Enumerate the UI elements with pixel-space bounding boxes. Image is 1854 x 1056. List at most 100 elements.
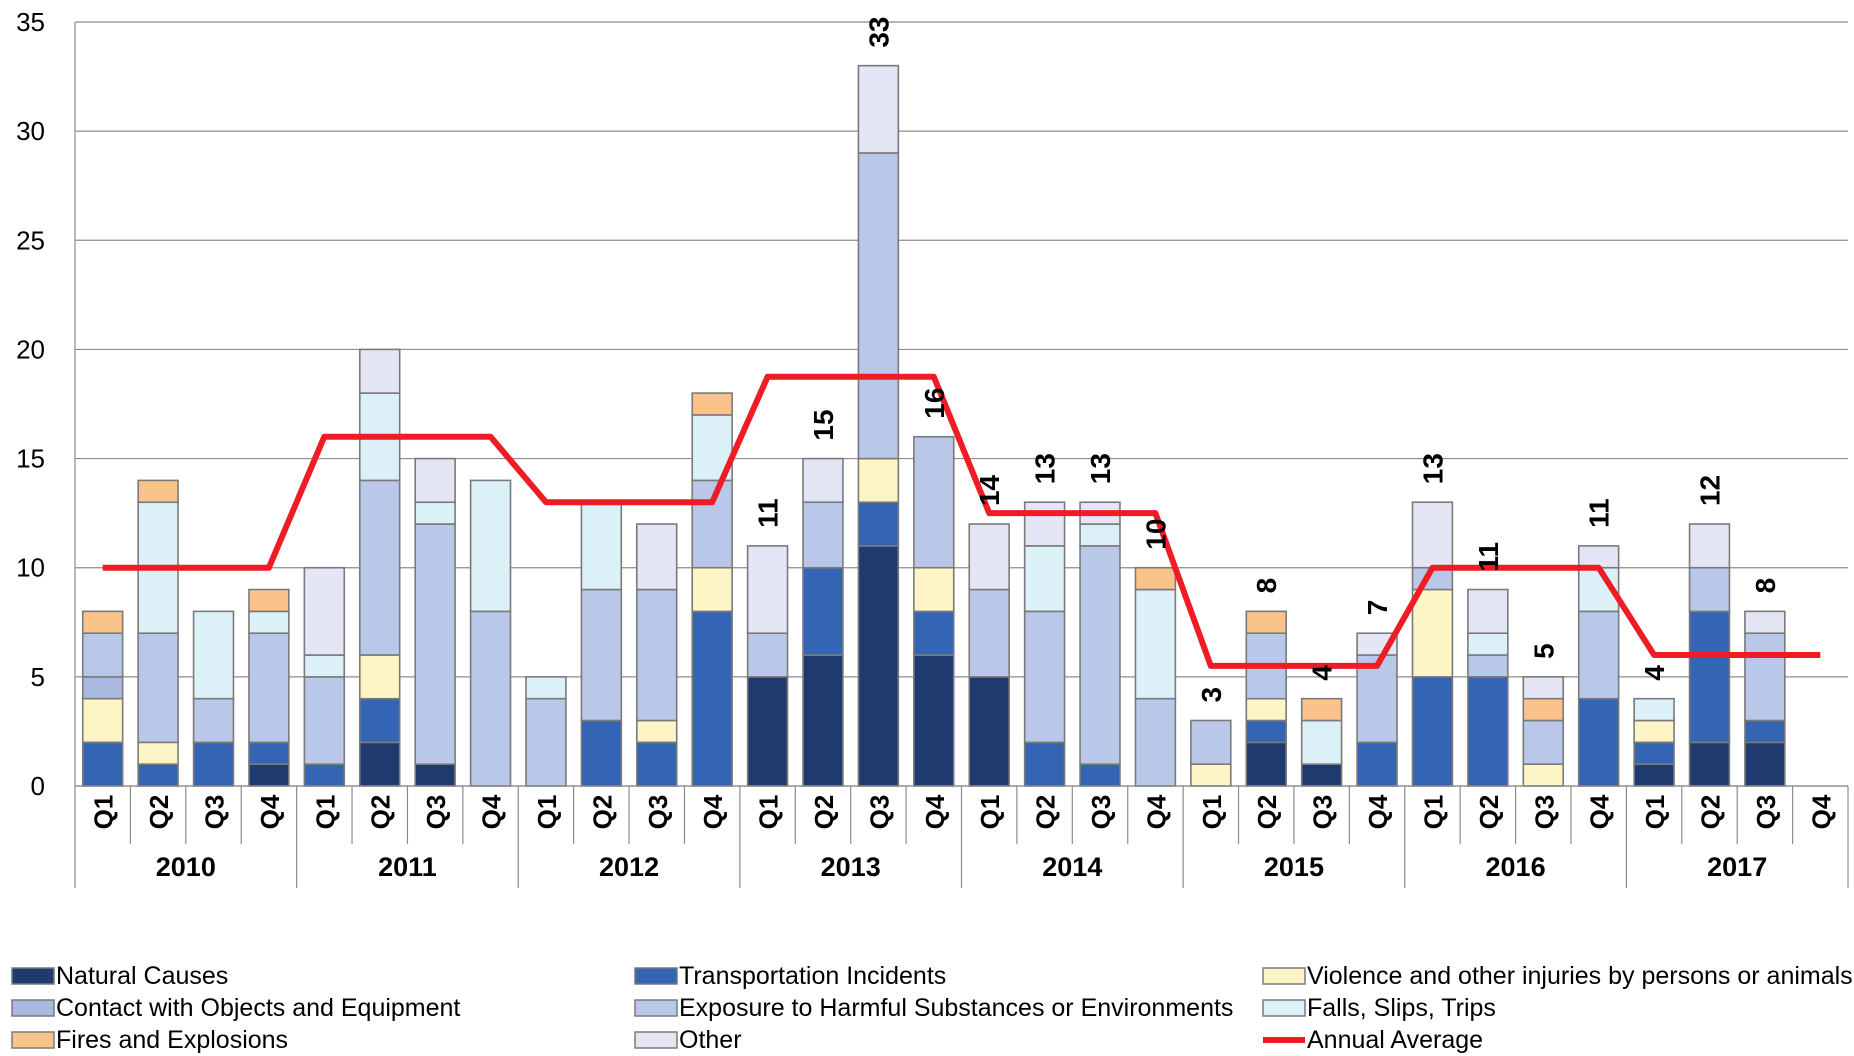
data-label: 13 [1030,453,1061,484]
bar-segment [1688,523,1731,569]
quarter-label: Q2 [809,795,839,830]
bar-segment [1300,719,1343,765]
bar-segment [248,741,290,765]
data-label: 16 [919,388,950,419]
bar-segment [303,654,346,678]
bar-segment [857,152,900,460]
bar-segment [1190,763,1232,787]
bar-segment [968,523,1010,591]
bar-segment [1467,632,1509,656]
legend-label: Fires and Explosions [56,1026,288,1054]
bar-segment [746,545,789,635]
bar-segment [913,654,955,787]
quarter-label: Q3 [421,795,451,830]
quarter-label: Q2 [1474,795,1504,830]
data-label: 14 [974,474,1005,506]
quarter-label: Q4 [698,794,728,829]
bars [81,64,1786,787]
legend-swatch [11,967,55,985]
legend-swatch [11,1031,55,1049]
bar-segment [1633,763,1675,787]
bar-segment [81,697,124,744]
quarter-label: Q4 [255,794,285,829]
bar-segment [691,610,733,787]
y-tick-label: 30 [16,116,45,146]
data-label: 8 [1251,578,1282,594]
data-label: 15 [808,409,839,440]
bar-segment [469,610,512,787]
y-tick-label: 15 [16,444,45,474]
bar-segment [1356,741,1398,787]
bar-segment [1522,719,1565,765]
quarter-label: Q2 [144,795,174,830]
bar-segment [248,763,290,787]
bar-segment [1245,697,1287,722]
legend-label: Annual Average [1307,1026,1483,1054]
data-label: 4 [1307,665,1338,681]
legend-swatch [634,1031,678,1049]
bar-segment [857,457,900,504]
bar-segment [1744,741,1786,787]
bar-segment [303,676,346,765]
year-label: 2012 [599,852,659,882]
data-labels: 11 15 33 16 14 13 13 10 3 8 4 7 13 11 5 11 4 12 8 [753,17,1781,703]
year-label: 2010 [156,852,216,882]
bar-segment [968,676,1010,787]
bar-segment [857,64,900,154]
bar-segment [1467,588,1509,634]
bar-segment [358,697,401,744]
quarter-label: Q3 [864,795,894,830]
bar-segment [1633,719,1675,744]
bar-segment [1134,697,1177,787]
quarter-label: Q1 [975,795,1005,830]
y-tick-label: 25 [16,225,45,255]
bar-segment [1300,697,1343,722]
bar-segment [248,632,290,744]
bar-segment [913,566,955,613]
bar-segment [913,435,955,569]
bar-segment [358,654,401,700]
year-label: 2016 [1486,852,1546,882]
quarter-label: Q4 [920,794,950,829]
bar-segment [1245,610,1287,634]
data-label: 33 [863,17,894,48]
bar-segment [303,566,346,656]
y-tick-label: 5 [31,662,45,692]
bar-segment [358,741,401,787]
legend-label: Other [679,1026,742,1054]
bar-segment [248,610,290,634]
quarter-label: Q4 [477,794,507,829]
bar-segment [81,676,124,700]
legend: Natural Causes Transportation Incidents Vi… [11,962,1853,1054]
annual-average-path [102,373,1821,669]
bar-segment [192,697,235,744]
bar-segment [636,523,678,591]
bar-segment [746,676,789,787]
quarter-label: Q3 [643,795,673,830]
quarter-label: Q4 [1585,794,1615,829]
bar-segment [1411,501,1454,569]
bar-segment [303,763,346,787]
year-label: 2017 [1707,852,1767,882]
bar-segment [580,588,623,722]
bar-segment [1522,763,1565,787]
legend-label: Exposure to Harmful Substances or Enviro… [679,994,1233,1022]
bar-segment [1467,676,1509,787]
data-label: 7 [1362,600,1393,616]
bar-segment [1522,697,1565,722]
bar-segment [1688,566,1731,613]
data-label: 4 [1639,665,1670,681]
bar-segment [1023,545,1066,613]
bar-segment [414,763,456,787]
bar-segment [691,479,733,569]
quarter-label: Q4 [1806,794,1836,829]
quarter-label: Q1 [1418,795,1448,830]
bar-segment [802,457,844,504]
bar-segment [525,697,567,787]
bar-segment [1023,610,1066,744]
bar-segment [802,654,844,787]
bar-segment [192,741,235,787]
bar-segment [636,741,678,787]
